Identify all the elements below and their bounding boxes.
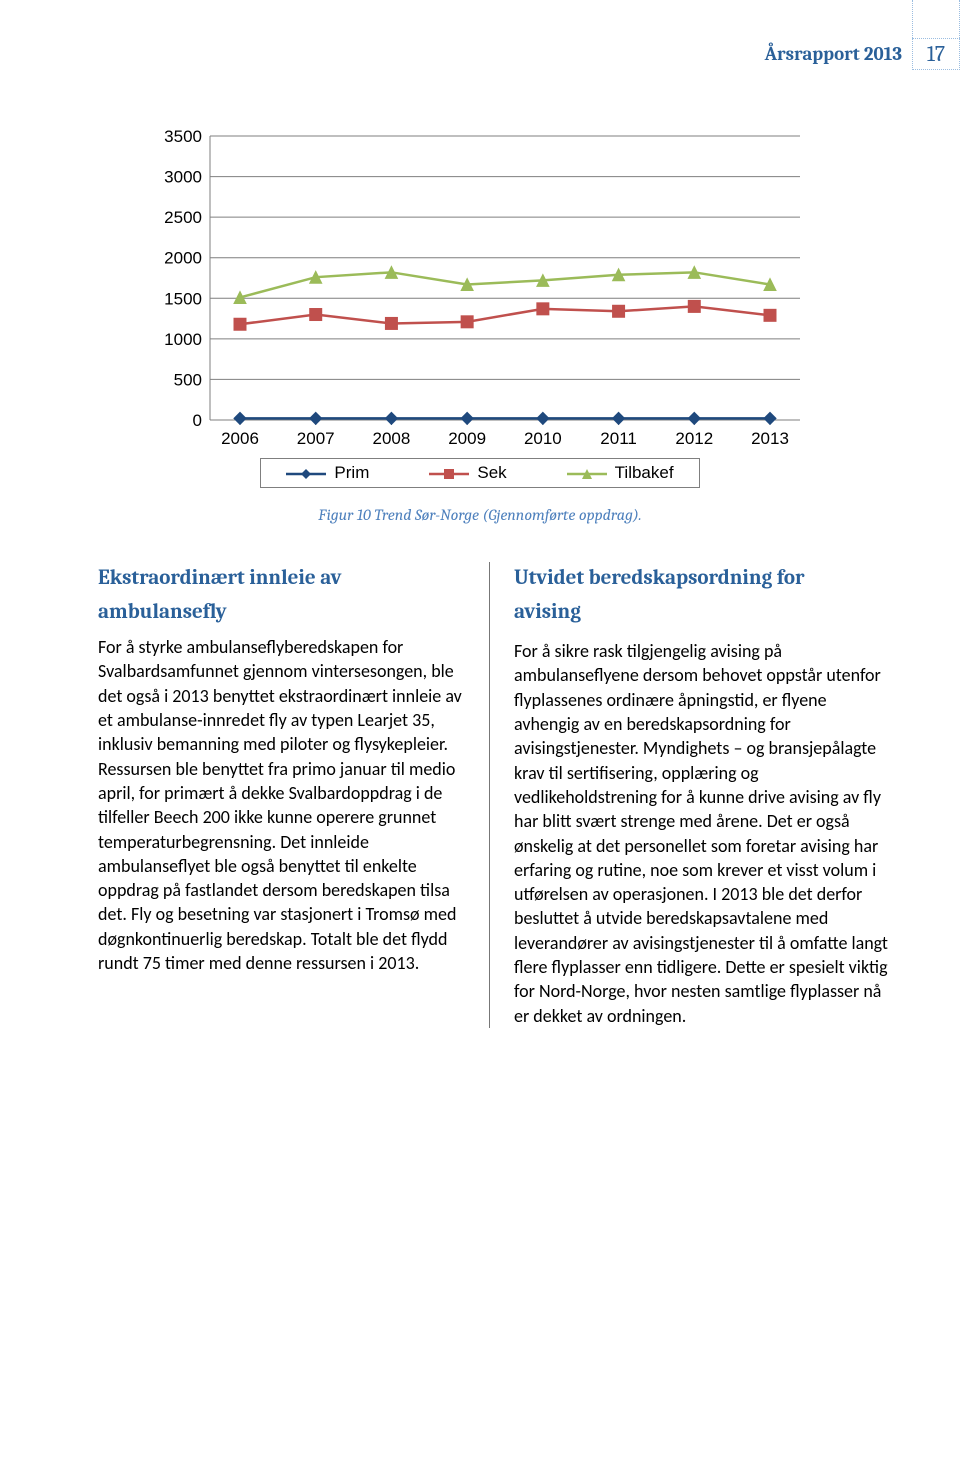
legend-prim: Prim: [286, 463, 369, 483]
left-heading: Ekstraordinært innleie av ambulansefly: [98, 562, 475, 629]
right-heading: Utvidet beredskapsordning for avising: [514, 562, 890, 629]
svg-text:2500: 2500: [164, 208, 202, 227]
right-column: Utvidet beredskapsordning for avising Fo…: [490, 562, 890, 1028]
page-number: 17: [912, 38, 960, 70]
svg-text:3000: 3000: [164, 168, 202, 187]
svg-text:2007: 2007: [297, 429, 335, 448]
svg-text:2009: 2009: [448, 429, 486, 448]
left-body: For å styrke ambulanseflyberedskapen for…: [98, 635, 475, 975]
svg-text:2012: 2012: [675, 429, 713, 448]
svg-text:2010: 2010: [524, 429, 562, 448]
legend-sek-label: Sek: [477, 463, 506, 483]
chart-legend: Prim Sek Tilbakef: [260, 458, 700, 488]
header-title: Årsrapport 2013: [765, 38, 912, 70]
page-header: Årsrapport 2013 17: [765, 38, 960, 70]
legend-sek: Sek: [429, 463, 506, 483]
trend-chart: 0 500 1000 1500 2000 2500 3000 3500 2006 2007 2008…: [150, 130, 810, 524]
legend-tilbakef: Tilbakef: [567, 463, 674, 483]
left-column: Ekstraordinært innleie av ambulansefly F…: [98, 562, 490, 1028]
svg-text:2013: 2013: [751, 429, 789, 448]
svg-text:2006: 2006: [221, 429, 259, 448]
svg-text:2011: 2011: [600, 429, 637, 448]
svg-text:2008: 2008: [373, 429, 411, 448]
legend-tilbakef-label: Tilbakef: [615, 463, 674, 483]
svg-text:1000: 1000: [164, 330, 202, 349]
svg-text:3500: 3500: [164, 130, 202, 146]
legend-prim-label: Prim: [334, 463, 369, 483]
chart-caption: Figur 10 Trend Sør-Norge (Gjennomførte o…: [150, 506, 810, 524]
svg-text:500: 500: [174, 370, 202, 389]
right-body: For å sikre rask tilgjengelig avising på…: [514, 639, 890, 1028]
svg-text:1500: 1500: [164, 289, 202, 308]
svg-text:2000: 2000: [164, 249, 202, 268]
svg-text:0: 0: [193, 411, 202, 430]
